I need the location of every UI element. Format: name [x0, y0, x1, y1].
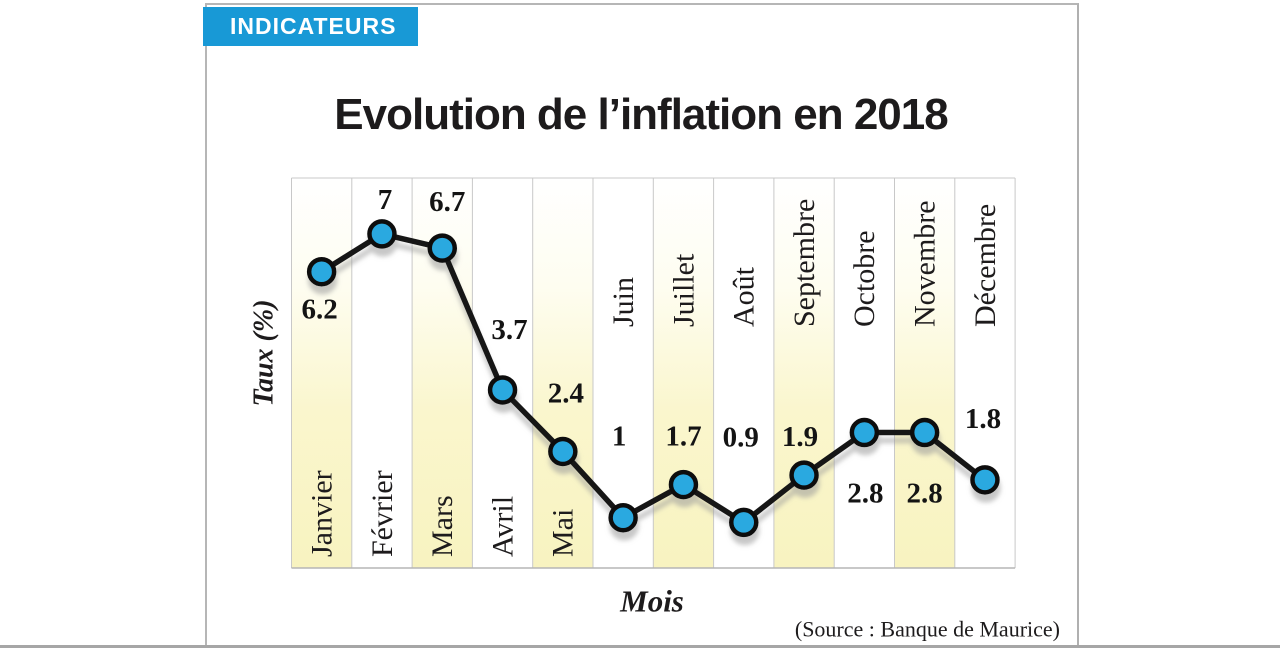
value-label: 1 [612, 421, 627, 453]
month-label: Avril [486, 496, 519, 557]
month-label: Septembre [788, 199, 821, 327]
value-label: 1.9 [782, 421, 818, 453]
month-band [532, 178, 593, 568]
month-band [894, 178, 955, 568]
value-label: 6.2 [302, 294, 338, 326]
value-label: 2.8 [847, 478, 883, 510]
month-label: Juillet [667, 253, 700, 327]
data-point [849, 417, 880, 448]
month-label: Janvier [306, 470, 339, 557]
month-band [954, 178, 1016, 568]
month-label: Février [366, 470, 399, 557]
month-band [472, 178, 533, 568]
month-label: Mars [426, 495, 459, 557]
value-label: 1.8 [965, 403, 1001, 435]
value-label: 3.7 [491, 314, 527, 346]
data-series [306, 219, 1000, 538]
x-axis-label: Mois [619, 584, 684, 619]
month-band [773, 178, 835, 568]
data-point [789, 460, 819, 490]
data-point [608, 502, 638, 533]
month-band [653, 178, 714, 568]
bottom-divider [0, 645, 1280, 648]
month-band [291, 178, 352, 568]
indicateurs-badge: INDICATEURS [203, 7, 418, 46]
value-label: 7 [378, 184, 393, 216]
data-point [909, 417, 940, 448]
value-label: 6.7 [429, 186, 465, 218]
data-point [970, 465, 1000, 495]
data-point [668, 469, 699, 500]
data-point [427, 233, 457, 263]
source-note: (Source : Banque de Maurice) [795, 617, 1060, 642]
badge-label: INDICATEURS [230, 13, 397, 39]
month-label: Mai [547, 509, 580, 557]
month-label: Décembre [969, 204, 1002, 327]
data-point [367, 219, 397, 249]
month-label: Juin [607, 277, 640, 327]
value-label: 2.8 [907, 478, 943, 510]
data-point [487, 375, 518, 405]
month-label: Octobre [848, 230, 881, 327]
month-label: Août [728, 266, 761, 327]
data-point [548, 436, 578, 467]
y-axis-label: Taux (%) [249, 299, 280, 406]
chart-title: Evolution de l’inflation en 2018 [334, 90, 948, 139]
month-band [834, 178, 895, 568]
month-label: Novembre [909, 200, 942, 327]
data-point [729, 507, 759, 538]
value-label: 2.4 [548, 377, 584, 409]
month-band [713, 178, 774, 568]
value-label: 1.7 [665, 421, 701, 453]
value-label: 0.9 [723, 421, 759, 453]
data-point [306, 256, 337, 287]
